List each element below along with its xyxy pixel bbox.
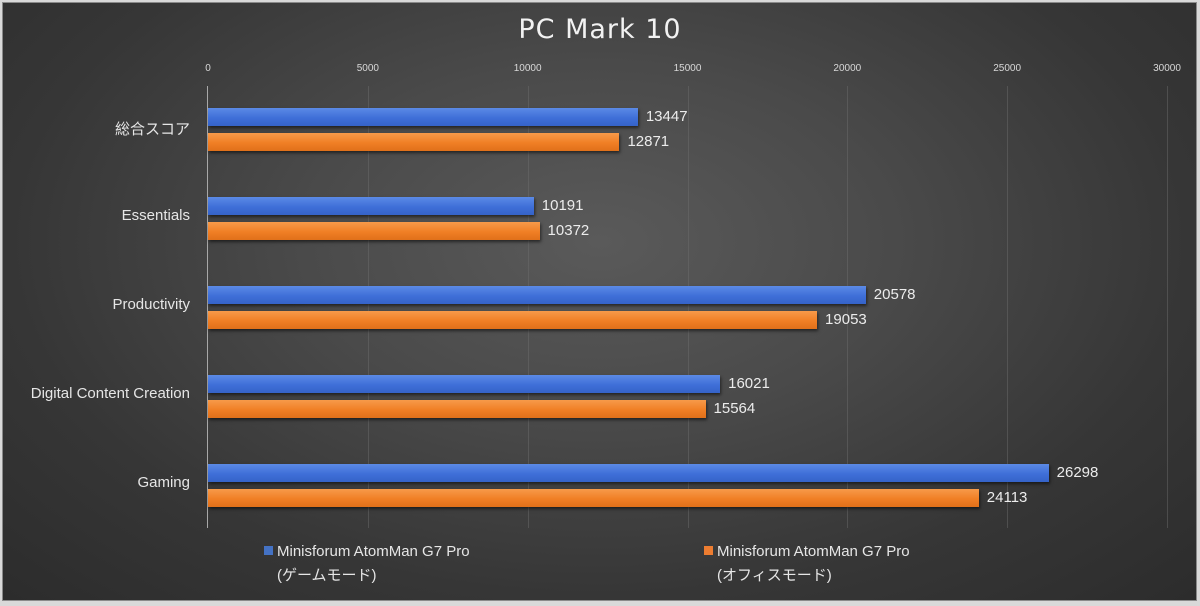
category-label: Digital Content Creation	[30, 385, 190, 402]
legend-label-line2: (オフィスモード)	[717, 567, 832, 584]
category-label: Productivity	[112, 296, 190, 313]
x-tick-label: 10000	[513, 63, 542, 74]
bar-office-mode	[208, 489, 979, 507]
legend-label-line1: Minisforum AtomMan G7 Pro	[717, 543, 910, 560]
data-label: 26298	[1056, 464, 1099, 481]
x-tick-label: 15000	[673, 63, 702, 74]
x-tick-label: 20000	[833, 63, 862, 74]
gridline	[368, 86, 369, 528]
data-label: 10191	[541, 197, 584, 214]
data-label: 13447	[645, 108, 688, 125]
data-label: 19053	[825, 311, 867, 328]
bar-office-mode	[208, 400, 706, 418]
bar-office-mode	[208, 311, 818, 329]
data-label: 20578	[873, 286, 916, 303]
x-tick-label: 5000	[356, 63, 379, 74]
bar-game-mode	[208, 286, 866, 304]
bar-game-mode	[208, 375, 721, 393]
category-label: Gaming	[137, 474, 190, 491]
bar-game-mode	[208, 108, 638, 126]
legend-swatch-orange	[704, 546, 713, 555]
legend-label-line2: (ゲームモード)	[277, 567, 377, 584]
bar-game-mode	[208, 197, 534, 215]
data-label: 15564	[713, 400, 756, 417]
category-label: 総合スコア	[114, 121, 190, 138]
category-label: Essentials	[121, 207, 190, 224]
gridline	[1167, 86, 1168, 528]
gridline	[1007, 86, 1008, 528]
chart-title: PC Mark 10	[518, 14, 682, 45]
legend-swatch-blue	[264, 546, 273, 555]
data-label: 16021	[728, 375, 770, 392]
bar-office-mode	[208, 133, 620, 151]
legend-item-office-mode: Minisforum AtomMan G7 Pro (オフィスモード)	[704, 540, 910, 588]
gridline	[528, 86, 529, 528]
data-label: 10372	[547, 222, 590, 239]
y-axis-line	[207, 86, 208, 528]
legend-label-line1: Minisforum AtomMan G7 Pro	[277, 543, 470, 560]
x-tick-label: 30000	[1153, 63, 1181, 74]
gridline	[847, 86, 848, 528]
x-tick-label: 25000	[993, 63, 1022, 74]
bar-office-mode	[208, 222, 540, 240]
gridline	[688, 86, 689, 528]
legend-item-game-mode: Minisforum AtomMan G7 Pro (ゲームモード)	[264, 540, 470, 588]
data-label: 24113	[986, 489, 1028, 506]
x-tick-label: 0	[205, 63, 211, 74]
bar-game-mode	[208, 464, 1049, 482]
data-label: 12871	[627, 133, 670, 150]
